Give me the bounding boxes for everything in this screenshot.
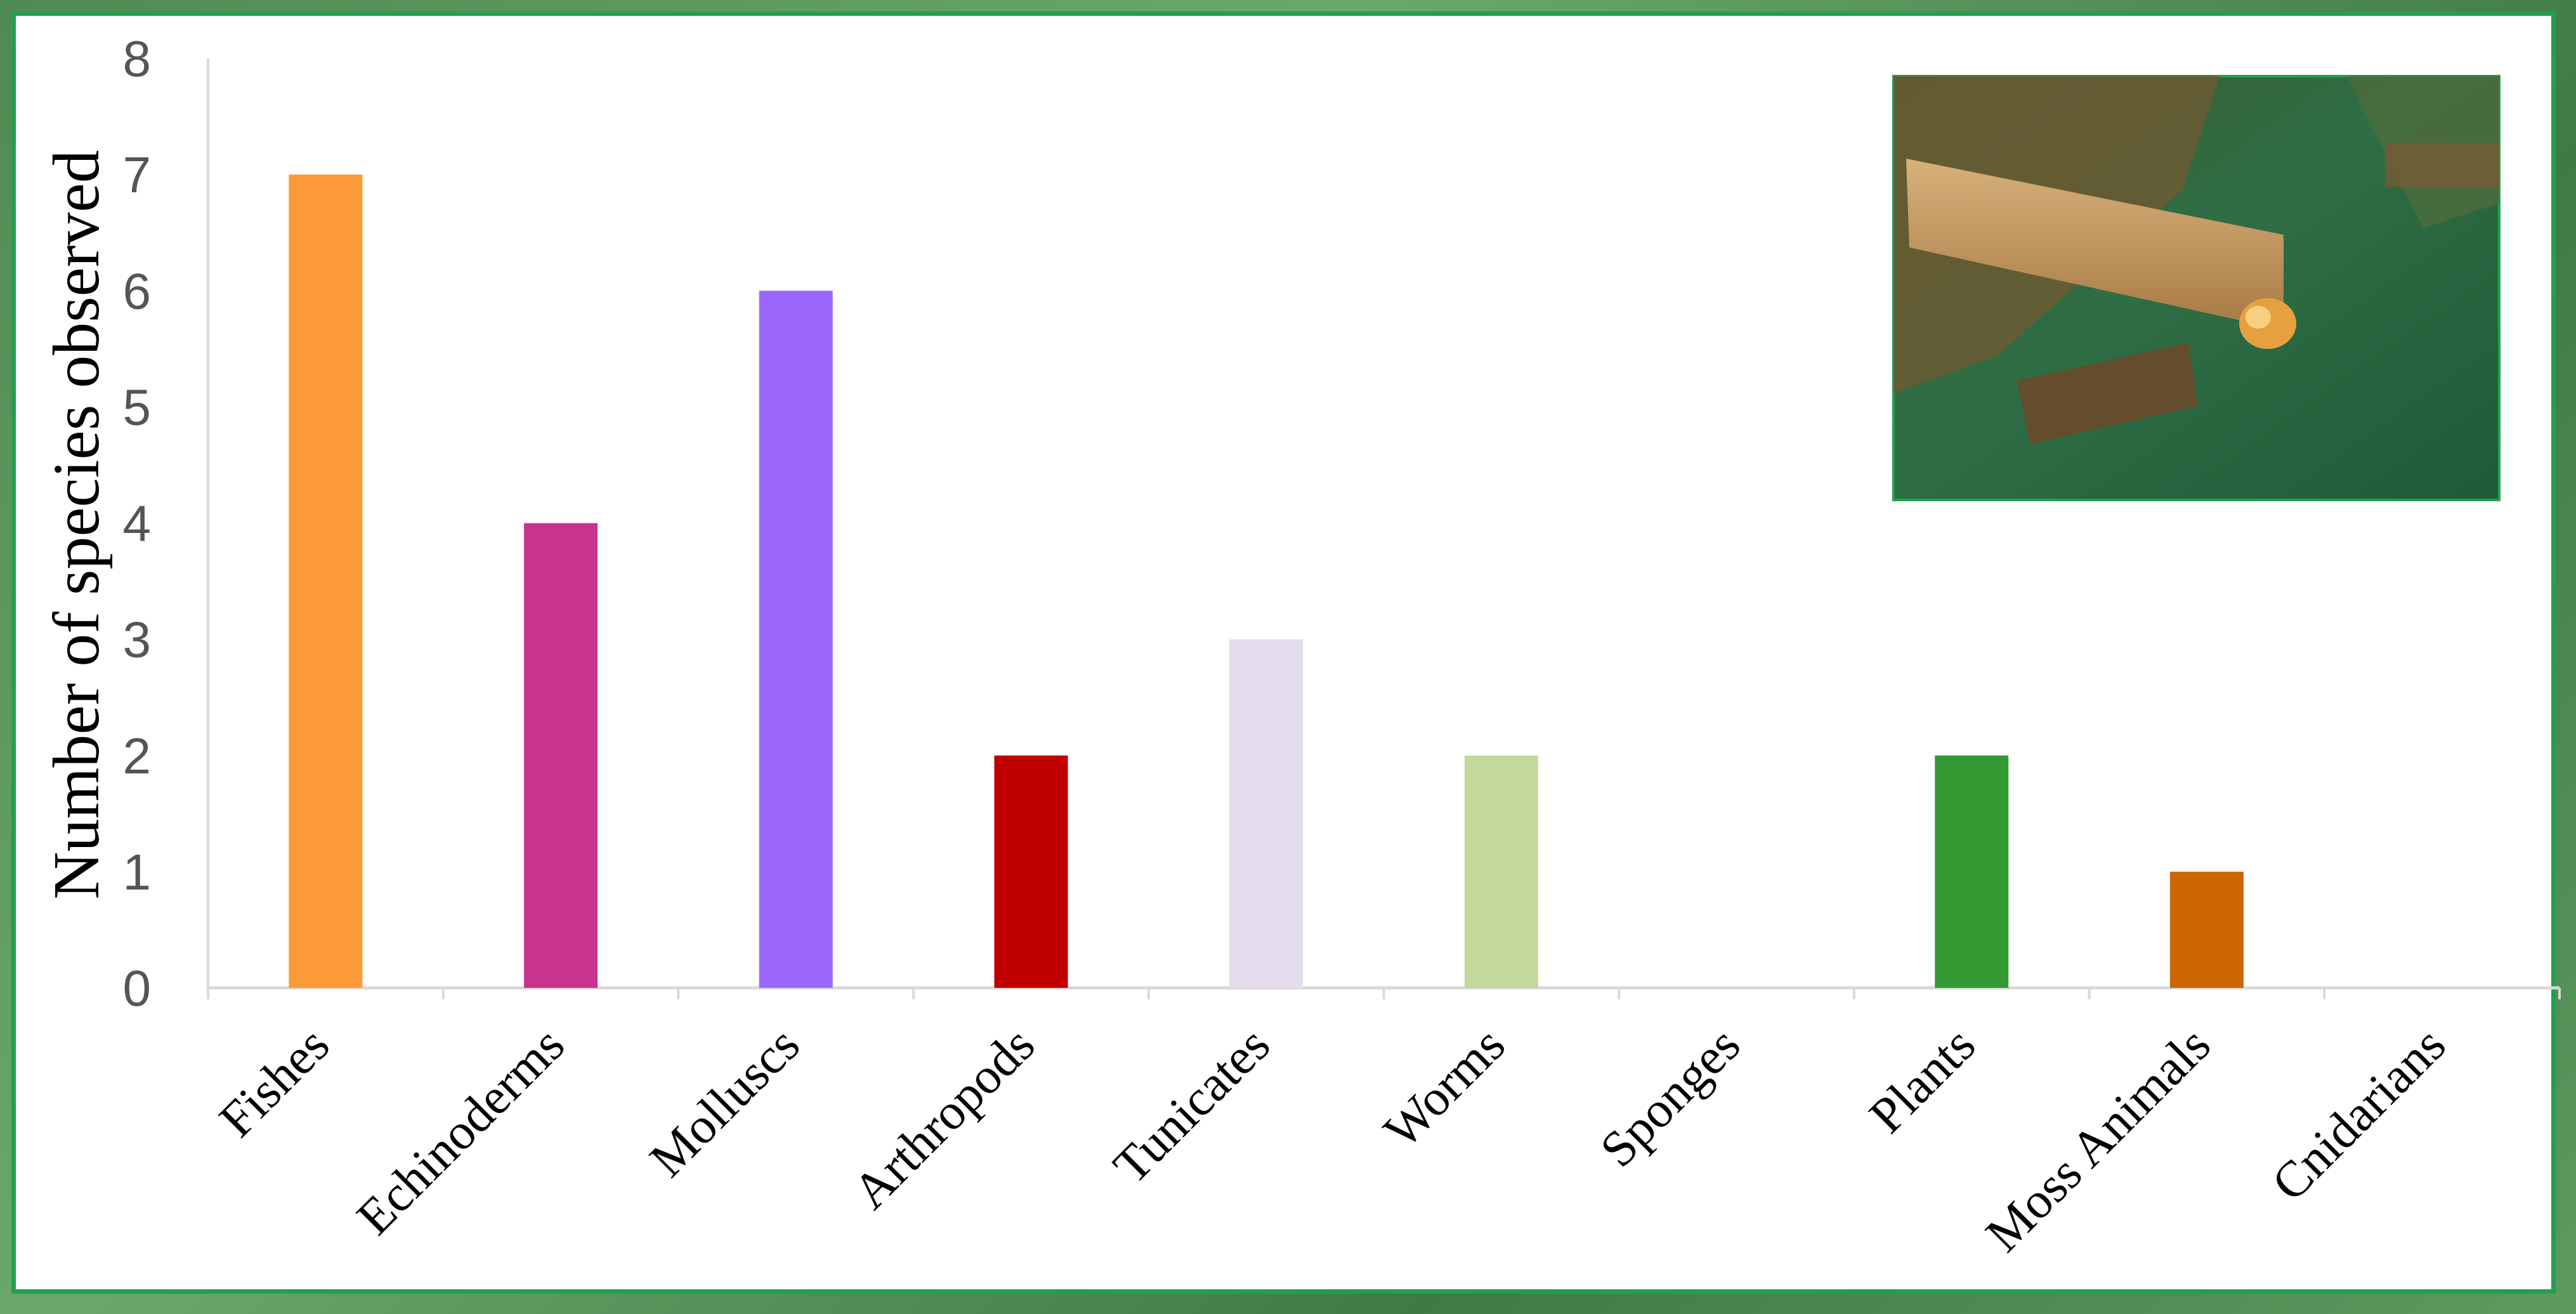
y-axis-title: Number of species observed xyxy=(40,150,113,899)
x-tick-label: Cnidarians xyxy=(2261,1017,2456,1212)
x-tick-label: Moss Animals xyxy=(1975,1017,2221,1263)
bar-worms xyxy=(1464,755,1538,988)
x-tick-label: Sponges xyxy=(1590,1017,1751,1178)
y-tick-labels: 0 1 2 3 4 5 6 7 8 xyxy=(123,30,152,1016)
bar-moss-animals xyxy=(2169,871,2244,988)
bar-plants xyxy=(1935,755,2009,988)
y-tick-label: 5 xyxy=(123,379,152,435)
bar-tunicates xyxy=(1229,639,1304,988)
x-tick-label: Worms xyxy=(1373,1017,1515,1159)
y-tick-label: 2 xyxy=(123,728,152,784)
x-tick-label: Plants xyxy=(1859,1017,1986,1145)
y-tick-label: 0 xyxy=(123,960,152,1016)
bar-arthropods xyxy=(994,755,1068,988)
y-tick-label: 3 xyxy=(123,612,152,668)
bar-fishes xyxy=(289,174,363,988)
x-tick-label: Tunicates xyxy=(1103,1017,1281,1195)
bar-molluscs xyxy=(759,291,833,988)
y-tick-label: 4 xyxy=(123,496,152,552)
y-tick-label: 1 xyxy=(123,844,152,900)
bar-echinoderms xyxy=(524,523,598,988)
inset-photo xyxy=(1892,75,2501,501)
x-tick-labels: Fishes Echinoderms Molluscs Arthropods Tunic… xyxy=(209,1017,2456,1263)
x-tick-label: Echinoderms xyxy=(346,1017,575,1246)
y-tick-label: 8 xyxy=(123,30,152,87)
x-tick-label: Arthropods xyxy=(842,1017,1045,1220)
x-tick-label: Fishes xyxy=(209,1017,340,1148)
axes xyxy=(207,58,2561,999)
bars xyxy=(289,174,2244,988)
x-tick-label: Molluscs xyxy=(639,1017,811,1188)
y-tick-label: 7 xyxy=(123,147,152,203)
y-tick-label: 6 xyxy=(123,263,152,319)
